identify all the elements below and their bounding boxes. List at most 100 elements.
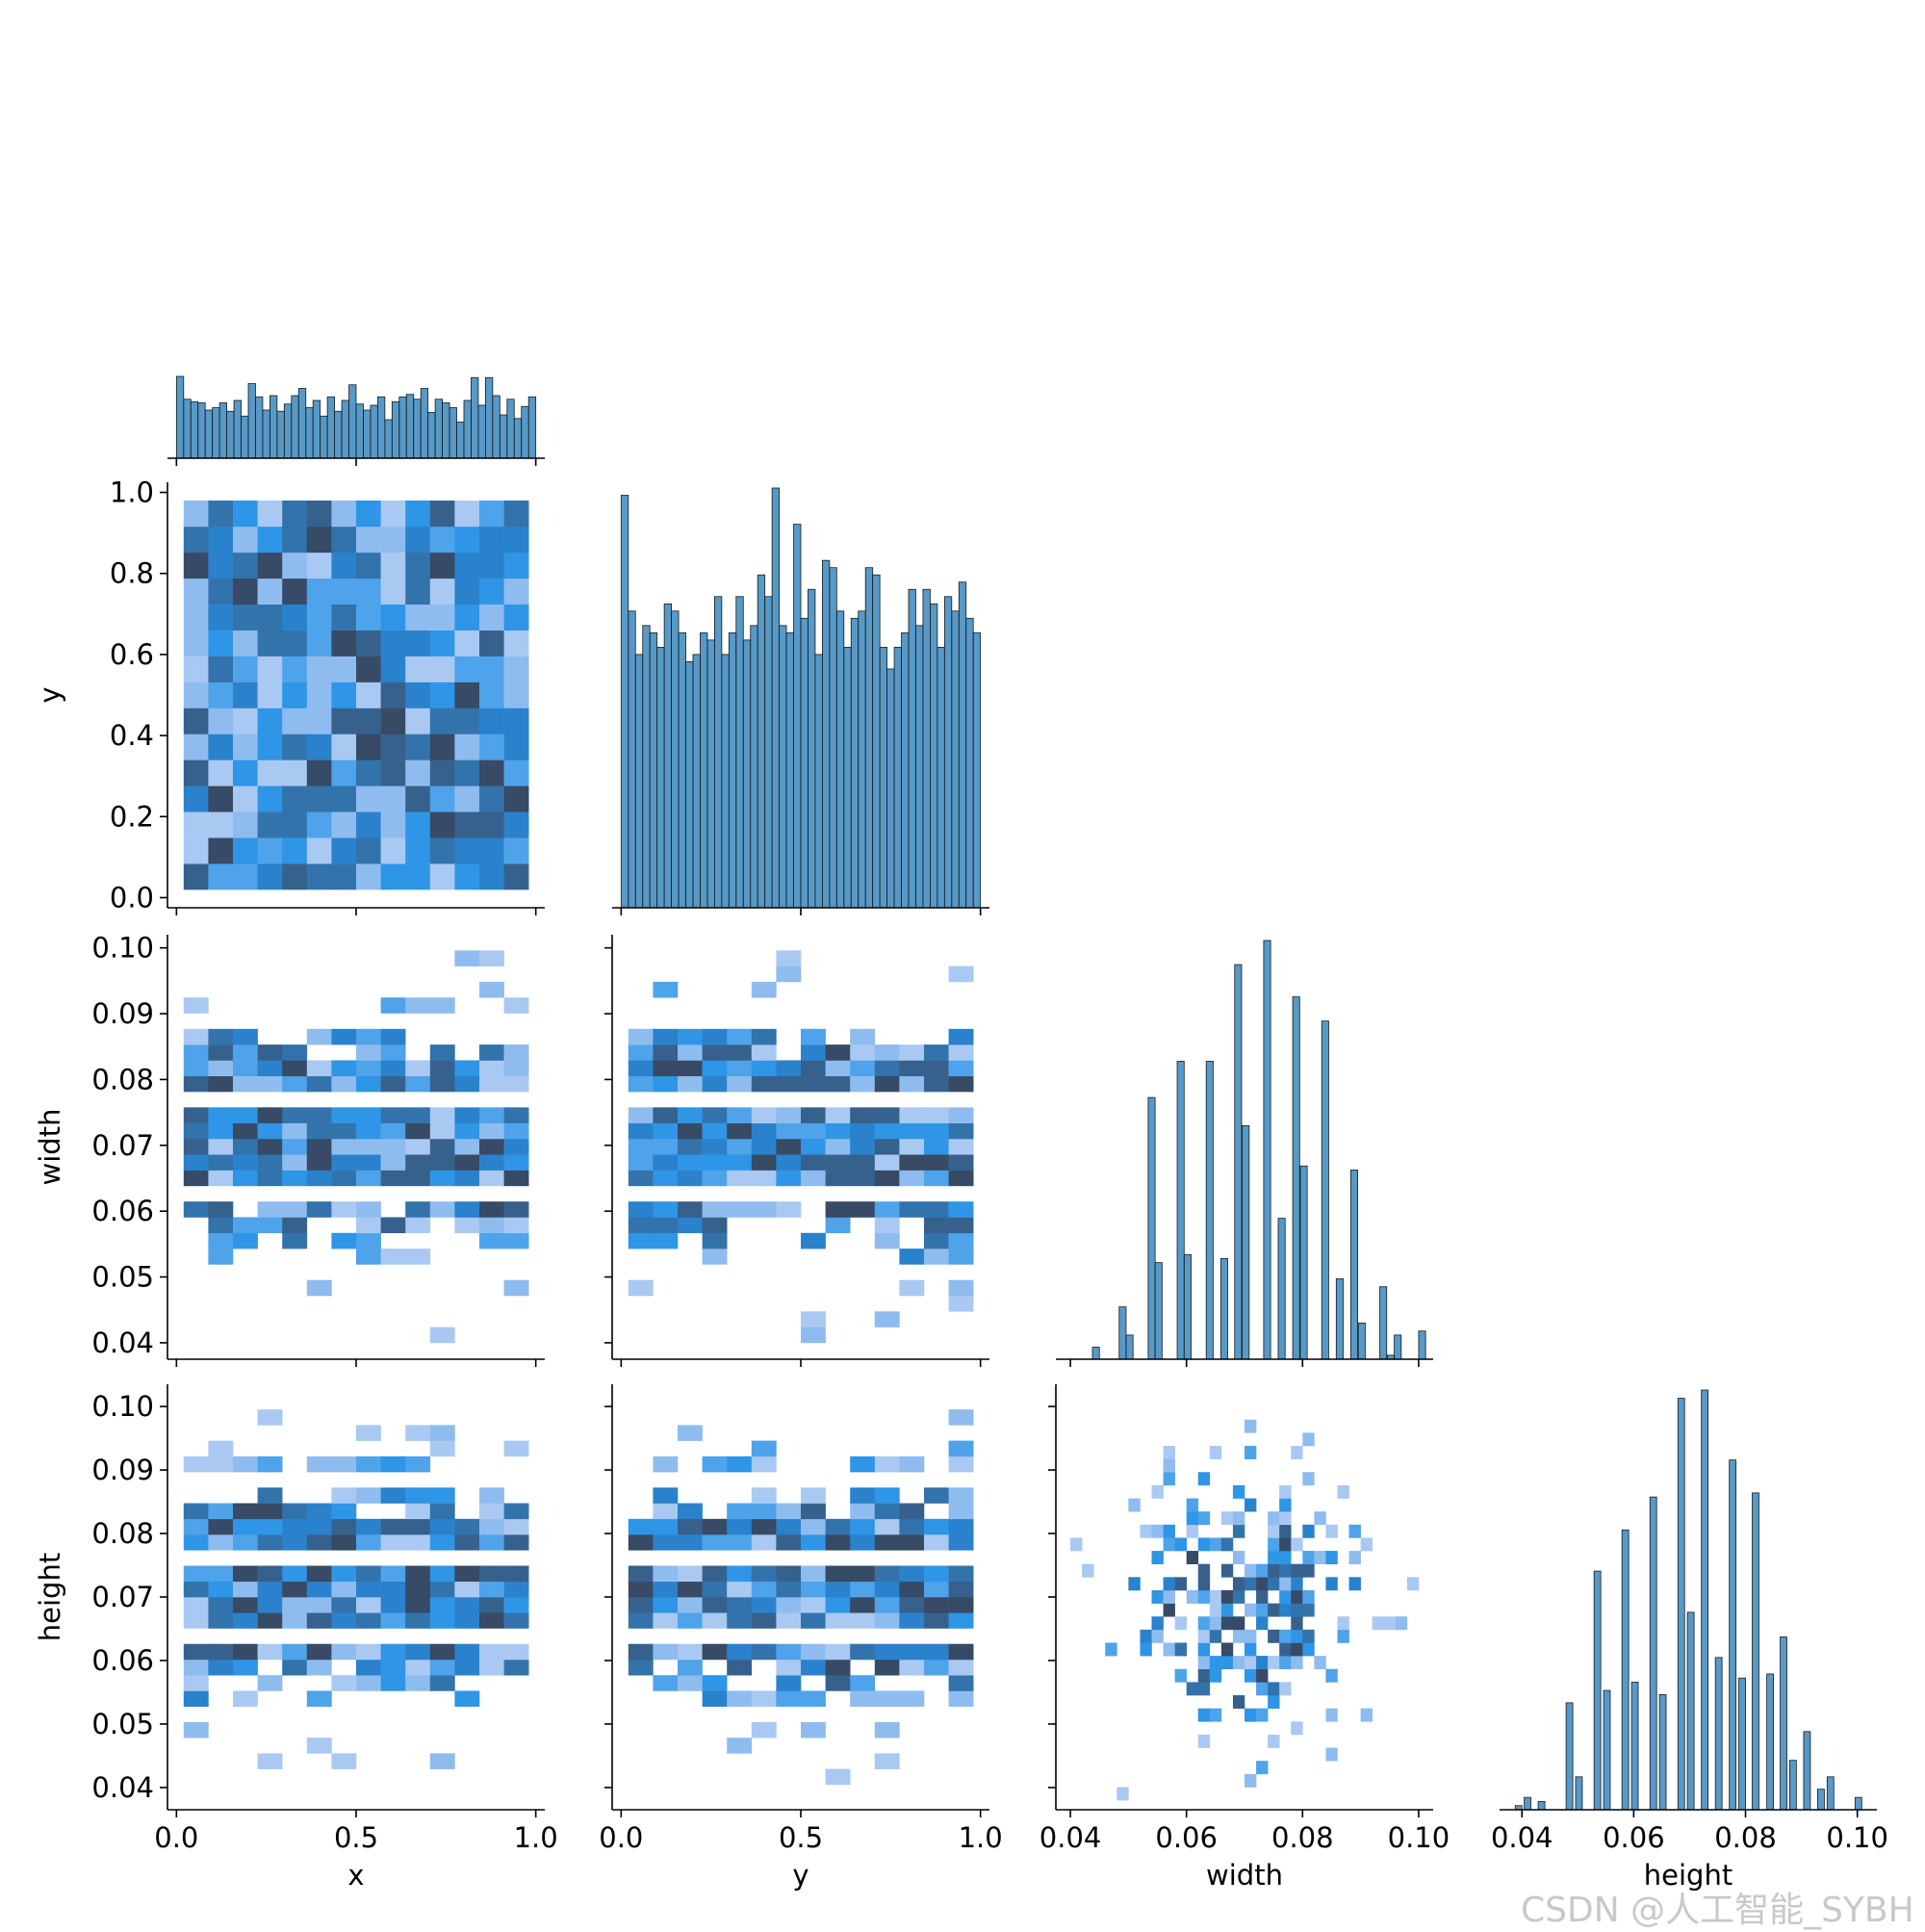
y-tick-label: 0.6 xyxy=(110,638,154,671)
heatmap-cell xyxy=(874,1643,900,1661)
heatmap-cell xyxy=(899,1138,925,1155)
heatmap-cell xyxy=(380,1455,406,1473)
heatmap-cell xyxy=(801,1044,826,1061)
heatmap-cell xyxy=(356,1044,381,1061)
heatmap-cell xyxy=(653,1455,679,1473)
heatmap-cell xyxy=(727,1138,753,1155)
heatmap-cell xyxy=(405,656,431,683)
heatmap-cell xyxy=(306,1028,332,1045)
heatmap-cell xyxy=(282,708,308,734)
heatmap-cell xyxy=(454,578,480,605)
heatmap-cell xyxy=(1232,1524,1245,1538)
heatmap-cell xyxy=(1279,1656,1292,1670)
heatmap-cell xyxy=(356,1612,381,1629)
heatmap-cell xyxy=(1245,1563,1257,1578)
heatmap-cell xyxy=(801,1122,826,1140)
heatmap-cell xyxy=(208,1612,234,1629)
heatmap-cell xyxy=(899,1581,925,1598)
heatmap-cell xyxy=(306,708,332,734)
heatmap-cell xyxy=(1245,1708,1257,1722)
histogram-bar xyxy=(247,383,256,459)
heatmap-cell xyxy=(776,1612,802,1629)
histogram-bar xyxy=(943,596,953,909)
heatmap-cell xyxy=(356,1232,381,1249)
heatmap-cell xyxy=(405,1154,431,1171)
heatmap-cell xyxy=(825,1597,851,1613)
heatmap-cell xyxy=(429,1753,455,1769)
heatmap-cell xyxy=(405,997,431,1014)
heatmap-cell xyxy=(727,1597,753,1613)
heatmap-cell xyxy=(948,1060,974,1077)
x-axis-label: y xyxy=(792,1859,808,1892)
heatmap-cell xyxy=(1302,1551,1315,1564)
heatmap-cell xyxy=(257,1612,283,1629)
histogram-bar xyxy=(628,610,636,909)
heatmap-cell xyxy=(503,708,529,734)
heatmap-cell xyxy=(727,1612,753,1629)
heatmap-cell xyxy=(874,1518,900,1535)
heatmap-cell xyxy=(1140,1642,1152,1657)
histogram-bar xyxy=(685,661,694,909)
heatmap-cell xyxy=(727,1659,753,1676)
heatmap-cell xyxy=(257,1518,283,1535)
heatmap-cell xyxy=(233,1518,258,1535)
heatmap-cell xyxy=(825,1107,851,1123)
heatmap-cell xyxy=(1325,1708,1338,1722)
heatmap-cell xyxy=(282,1075,308,1093)
histogram-bar xyxy=(649,631,658,909)
heatmap-cell xyxy=(405,682,431,708)
heatmap-cell xyxy=(233,811,258,838)
heatmap-cell xyxy=(454,500,480,528)
heatmap-cell xyxy=(801,1565,826,1583)
heatmap-cell xyxy=(1256,1603,1269,1617)
y-tick-label: 0.07 xyxy=(91,1129,154,1162)
heatmap-cell xyxy=(233,1643,258,1661)
heatmap-cell xyxy=(306,1138,332,1155)
heatmap-cell xyxy=(356,526,381,554)
histogram-bar xyxy=(678,631,686,909)
heatmap-cell xyxy=(653,1612,679,1629)
heatmap-cell xyxy=(257,1581,283,1598)
heatmap-cell xyxy=(331,1455,357,1473)
heatmap-cell xyxy=(282,1597,308,1613)
heatmap-cell xyxy=(183,734,209,760)
heatmap-cell xyxy=(429,1425,455,1441)
heatmap-cell xyxy=(429,837,455,864)
heatmap-cell xyxy=(405,578,431,605)
heatmap-cell xyxy=(208,682,234,708)
heatmap-cell xyxy=(454,811,480,838)
heatmap-cell xyxy=(948,1170,974,1187)
heatmap-cell xyxy=(183,1659,209,1676)
heatmap-cell xyxy=(183,1534,209,1551)
heatmap-cell xyxy=(948,1455,974,1473)
heatmap-cell xyxy=(850,1643,876,1661)
heatmap-cell xyxy=(331,1612,357,1629)
heatmap-cell xyxy=(1245,1419,1257,1433)
histogram-bar xyxy=(785,631,794,909)
histogram-bar xyxy=(1154,1262,1163,1360)
heatmap-cell xyxy=(850,1565,876,1583)
heatmap-cell xyxy=(479,1503,504,1520)
heatmap-cell xyxy=(479,1597,504,1613)
heatmap-cell xyxy=(776,1201,802,1218)
heatmap-cell xyxy=(306,734,332,760)
heatmap-cell xyxy=(331,786,357,812)
heatmap-cell xyxy=(653,1028,679,1045)
heatmap-cell xyxy=(479,950,504,966)
heatmap-cell xyxy=(306,1503,332,1520)
heatmap-cell xyxy=(1174,1537,1187,1552)
heatmap-cell xyxy=(454,682,480,708)
heatmap-cell xyxy=(751,1122,777,1140)
heatmap-cell xyxy=(356,1597,381,1613)
heatmap-cell xyxy=(1291,1537,1303,1552)
heatmap-cell xyxy=(479,1201,504,1218)
heatmap-cell xyxy=(356,1201,381,1218)
heatmap-cell xyxy=(1197,1642,1211,1657)
heatmap-cell xyxy=(503,1612,529,1629)
heatmap-cell xyxy=(454,604,480,631)
heatmap-cell xyxy=(331,1122,357,1140)
heatmap-cell xyxy=(801,1503,826,1520)
heatmap-cell xyxy=(1197,1511,1211,1526)
heatmap-cell xyxy=(306,656,332,683)
